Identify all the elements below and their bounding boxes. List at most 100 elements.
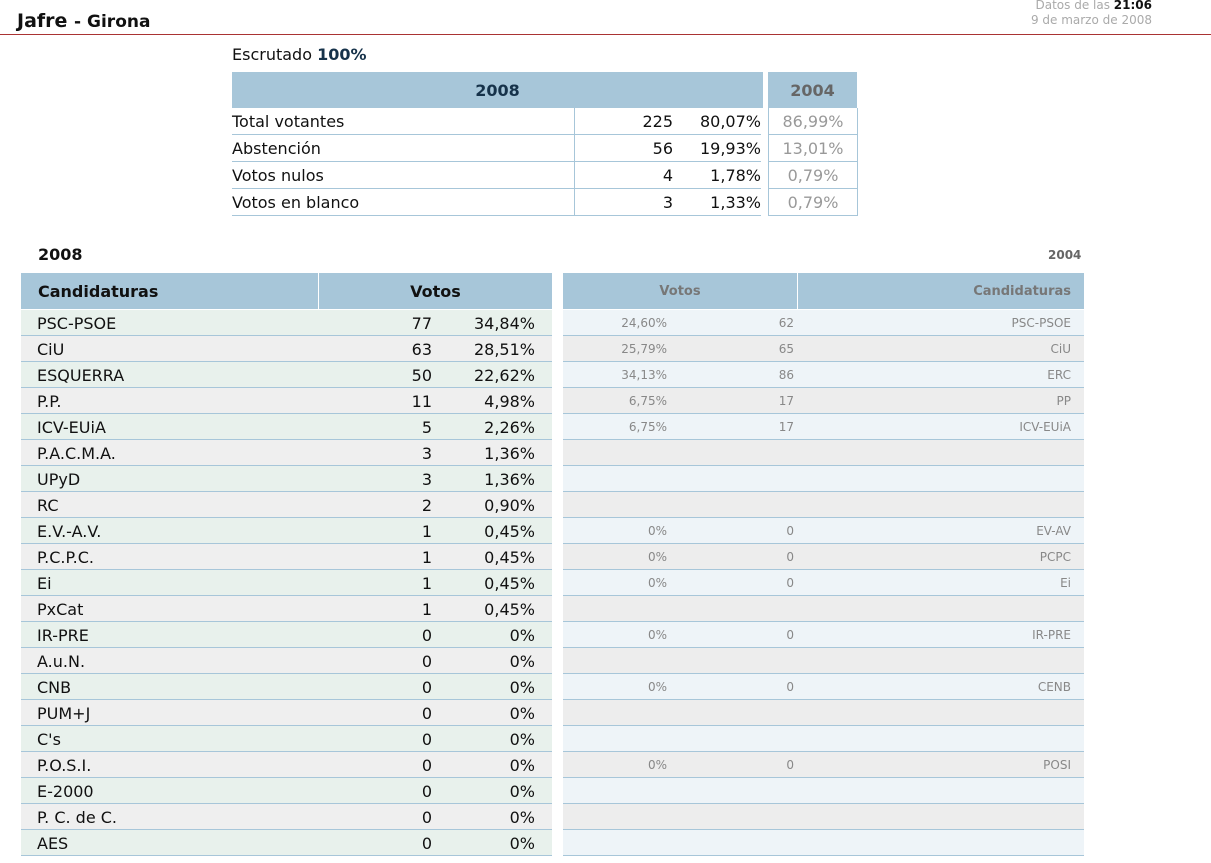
table-row: CiU 63 28,51% xyxy=(21,336,552,362)
prev-party-votes: 0 xyxy=(786,524,794,538)
party-name: P.O.S.I. xyxy=(37,756,92,775)
results-table-previous: 24,60% 62 PSC-PSOE 25,79% 65 CiU 34,13% 86 ERC 6,… xyxy=(563,310,1084,856)
summary-header-current-year: 2008 xyxy=(232,72,763,108)
party-votes: 2 xyxy=(421,496,432,515)
party-pct: 28,51% xyxy=(473,340,535,359)
data-time: 21:06 xyxy=(1113,0,1152,12)
party-pct: 4,98% xyxy=(484,392,535,411)
prev-party-votes: 62 xyxy=(778,316,794,330)
party-name: P. C. de C. xyxy=(37,808,118,827)
party-name: ICV-EUiA xyxy=(37,418,106,437)
party-pct: 0% xyxy=(509,730,535,749)
col-votos: Votos xyxy=(410,282,461,301)
summary-header-previous-year: 2004 xyxy=(768,72,857,108)
party-name: CNB xyxy=(37,678,72,697)
prev-party-pct: 6,75% xyxy=(628,420,667,434)
prev-party-votes: 17 xyxy=(778,394,794,408)
party-name: A.u.N. xyxy=(37,652,86,671)
party-pct: 0% xyxy=(509,626,535,645)
summary-row: Votos en blanco 3 1,33% 0,79% xyxy=(232,189,858,216)
party-pct: 0,45% xyxy=(484,600,535,619)
party-pct: 0,90% xyxy=(484,496,535,515)
table-row: 6,75% 17 ICV-EUiA xyxy=(563,414,1084,440)
summary-prev-pct: 0,79% xyxy=(768,162,858,189)
data-time-line: Datos de las 21:06 xyxy=(1031,0,1153,13)
prev-party-votes: 0 xyxy=(786,628,794,642)
prev-party-name: POSI xyxy=(1043,758,1071,772)
prev-party-pct: 0% xyxy=(647,758,667,772)
party-votes: 0 xyxy=(421,782,432,801)
party-pct: 22,62% xyxy=(473,366,535,385)
party-name: PxCat xyxy=(37,600,84,619)
party-pct: 2,26% xyxy=(484,418,535,437)
table-row: P. C. de C. 0 0% xyxy=(21,804,552,830)
party-name: Ei xyxy=(37,574,52,593)
table-row: ICV-EUiA 5 2,26% xyxy=(21,414,552,440)
party-name: CiU xyxy=(37,340,65,359)
escrutado-value: 100% xyxy=(317,45,367,64)
data-date: 9 de marzo de 2008 xyxy=(1030,13,1152,27)
party-name: E-2000 xyxy=(37,782,94,801)
summary-label: Votos en blanco xyxy=(232,189,575,216)
table-row xyxy=(563,466,1084,492)
page-title: Jafre - Girona xyxy=(17,10,150,32)
party-pct: 1,36% xyxy=(484,470,535,489)
table-row: A.u.N. 0 0% xyxy=(21,648,552,674)
party-votes: 1 xyxy=(421,574,432,593)
results-table-current: PSC-PSOE 77 34,84% CiU 63 28,51% ESQUERRA 50 22,… xyxy=(21,310,552,856)
data-timestamp: Datos de las 21:06 9 de marzo de 2008 xyxy=(1031,0,1152,28)
party-name: PUM+J xyxy=(37,704,91,723)
table-row: 0% 0 Ei xyxy=(563,570,1084,596)
summary-count: 225 xyxy=(575,108,673,135)
summary-pct: 1,78% xyxy=(673,162,761,189)
party-name: E.V.-A.V. xyxy=(37,522,102,541)
prev-party-votes: 17 xyxy=(778,420,794,434)
party-pct: 34,84% xyxy=(473,314,535,333)
summary-row: Total votantes 225 80,07% 86,99% xyxy=(232,108,858,135)
table-row: RC 2 0,90% xyxy=(21,492,552,518)
party-votes: 11 xyxy=(411,392,432,411)
prev-party-name: ICV-EUiA xyxy=(1019,420,1071,434)
summary-pct: 1,33% xyxy=(673,189,761,216)
prev-party-name: EV-AV xyxy=(1036,524,1071,538)
party-name: PSC-PSOE xyxy=(37,314,117,333)
table-row: 34,13% 86 ERC xyxy=(563,362,1084,388)
table-row xyxy=(563,700,1084,726)
prev-party-votes: 86 xyxy=(778,368,794,382)
data-time-label: Datos de las xyxy=(1035,0,1110,12)
prev-party-name: PCPC xyxy=(1039,550,1071,564)
party-votes: 77 xyxy=(411,314,432,333)
party-name: C's xyxy=(37,730,61,749)
header-separator xyxy=(797,273,798,309)
prev-party-pct: 0% xyxy=(647,524,667,538)
table-row: E.V.-A.V. 1 0,45% xyxy=(21,518,552,544)
table-row: 0% 0 IR-PRE xyxy=(563,622,1084,648)
page-header: Jafre - Girona Datos de las 21:06 9 de m… xyxy=(0,0,1211,35)
table-row: ESQUERRA 50 22,62% xyxy=(21,362,552,388)
party-name: P.A.C.M.A. xyxy=(37,444,116,463)
table-row: E-2000 0 0% xyxy=(21,778,552,804)
party-pct: 0% xyxy=(509,678,535,697)
summary-label: Total votantes xyxy=(232,108,575,135)
party-pct: 0% xyxy=(509,652,535,671)
party-name: UPyD xyxy=(37,470,81,489)
prev-party-name: IR-PRE xyxy=(1032,628,1071,642)
table-row: P.A.C.M.A. 3 1,36% xyxy=(21,440,552,466)
party-name: RC xyxy=(37,496,59,515)
summary-prev-pct: 86,99% xyxy=(768,108,858,135)
prev-party-pct: 34,13% xyxy=(621,368,667,382)
table-row: P.C.P.C. 1 0,45% xyxy=(21,544,552,570)
party-pct: 0% xyxy=(509,808,535,827)
escrutado-label: Escrutado xyxy=(232,45,312,64)
province-name: Girona xyxy=(87,12,151,32)
party-pct: 1,36% xyxy=(484,444,535,463)
party-votes: 50 xyxy=(411,366,432,385)
party-pct: 0,45% xyxy=(484,548,535,567)
summary-label: Abstención xyxy=(232,135,575,162)
summary-count: 4 xyxy=(575,162,673,189)
table-row: 0% 0 CENB xyxy=(563,674,1084,700)
party-pct: 0% xyxy=(509,756,535,775)
table-row: P.O.S.I. 0 0% xyxy=(21,752,552,778)
table-row: PSC-PSOE 77 34,84% xyxy=(21,310,552,336)
party-votes: 1 xyxy=(421,522,432,541)
